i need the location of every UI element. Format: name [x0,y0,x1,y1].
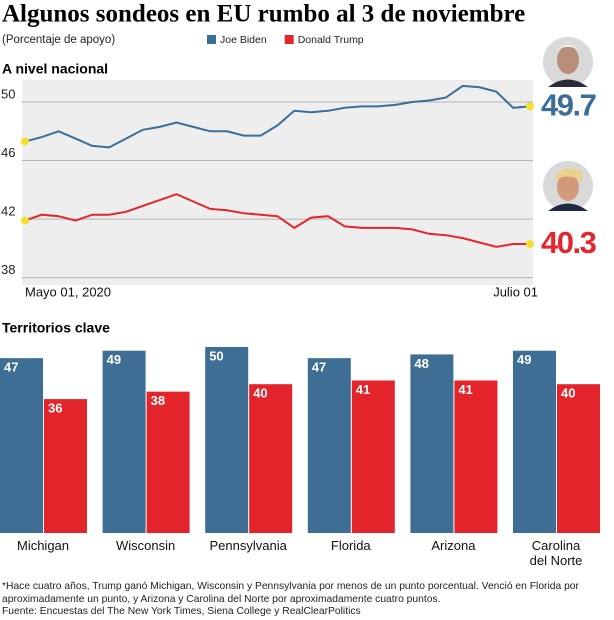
legend-swatch [207,35,216,44]
bar [351,380,395,533]
bar [410,354,454,533]
bar [102,350,146,533]
bar [0,358,43,533]
x-tick-label: Michigan [0,538,98,553]
section-title: Territorios clave [2,320,110,336]
line-series [24,84,531,149]
legend-label: Donald Trump [298,34,364,46]
bar-value-label: 48 [414,356,428,371]
y-tick-label: 42 [1,204,15,219]
x-tick-label: Julio 01 [493,284,538,299]
x-tick-label: Arizona [398,538,508,553]
x-tick-label-text: Arizona [431,538,476,553]
bar-value-label: 38 [151,393,165,408]
bar-value-label: 36 [48,401,62,416]
biden-photo [543,37,593,87]
y-tick-label: 38 [1,262,15,277]
x-tick-label: Carolina del Norte [501,538,611,568]
end-dot [526,102,534,111]
end-label: 40.3 [541,225,597,260]
trump-photo [543,161,593,211]
bar-value-label: 41 [356,382,370,397]
bar-value-label: 49 [517,352,531,367]
source: Fuente: Encuestas del The New York Times… [2,606,361,617]
bar-value-label: 50 [209,348,223,363]
end-label: 49.7 [541,88,596,123]
x-tick-label-text: Wisconsin [115,538,176,553]
end-dot [21,216,29,225]
bar [513,350,556,533]
bar [205,347,249,533]
end-dot [526,240,534,248]
bar-value-label: 40 [561,386,575,401]
section-title: A nivel nacional [2,61,108,77]
title: Algunos sondeos en EU rumbo al 3 de novi… [2,1,525,28]
bar [146,391,190,533]
x-tick-label: Pennsylvania [193,538,303,553]
plot-area [22,80,533,285]
x-tick-label: Wisconsin [91,538,201,553]
bar-value-label: 40 [253,386,267,401]
x-tick-label: Florida [296,538,406,553]
bar-value-label: 41 [458,382,472,397]
bar [249,384,293,533]
bar [307,358,351,533]
bar [557,384,600,533]
x-tick-label: Mayo 01, 2020 [25,284,111,299]
legend-swatch [284,35,294,44]
legend-label: Joe Biden [220,34,267,46]
bar [454,380,498,533]
y-tick-label: 46 [1,145,15,160]
bar-value-label: 49 [107,352,121,367]
bar-value-label: 47 [312,360,326,375]
footnote: *Hace cuatro años, Trump ganó Michigan, … [2,581,610,619]
x-tick-label-text: Florida [330,538,371,553]
subtitle: (Porcentaje de apoyo) [2,34,115,46]
bar-value-label: 47 [4,360,18,375]
note: *Hace cuatro años, Trump ganó Michigan, … [2,581,579,605]
line-series [24,193,530,248]
x-tick-label-text: Carolina del Norte [529,538,583,568]
bar [44,399,87,533]
end-dot [21,137,29,146]
x-tick-label-text: Pennsylvania [209,538,287,553]
x-tick-label-text: Michigan [16,538,70,553]
y-tick-label: 50 [1,86,15,101]
